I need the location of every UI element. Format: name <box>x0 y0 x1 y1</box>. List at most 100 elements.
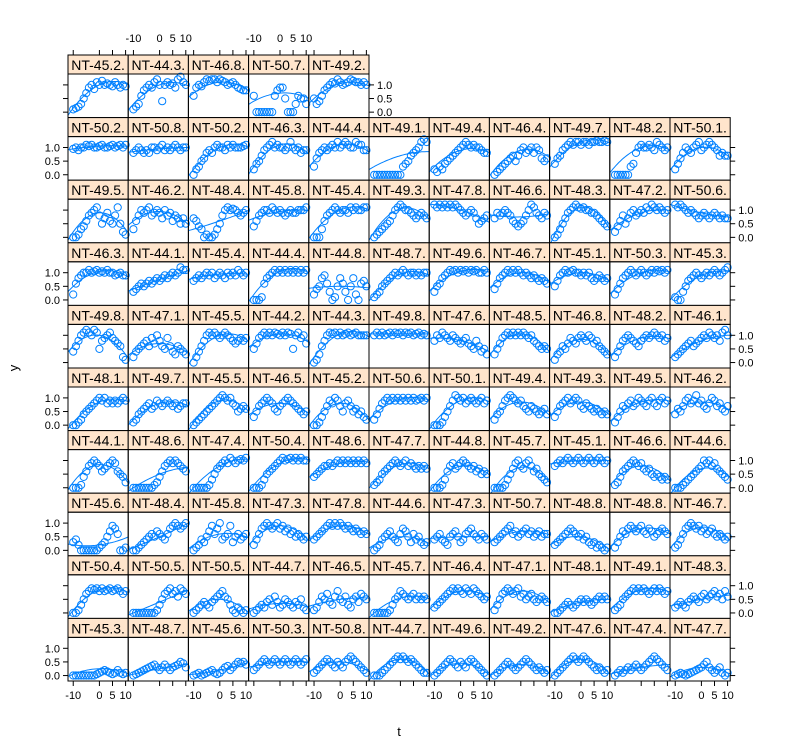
panel: NT-47.4. <box>187 430 251 494</box>
data-point <box>291 655 300 664</box>
data-point <box>713 666 722 675</box>
data-point <box>535 410 544 419</box>
data-point <box>270 91 279 100</box>
data-point <box>563 140 573 149</box>
data-point <box>576 402 586 411</box>
data-point <box>681 478 690 487</box>
data-point <box>406 592 415 601</box>
panel-label: NT-46.4. <box>432 558 486 574</box>
panel: NT-47.6. <box>549 617 612 682</box>
data-point <box>108 399 117 408</box>
data-point <box>226 271 235 280</box>
data-point <box>77 99 86 109</box>
data-point <box>553 407 562 416</box>
data-point <box>660 399 669 408</box>
data-point <box>155 276 164 285</box>
data-point <box>354 597 363 607</box>
data-point <box>697 333 706 343</box>
data-point <box>579 333 588 343</box>
data-point <box>299 410 308 419</box>
data-point <box>613 538 622 547</box>
panel: NT-46.2. <box>127 179 190 244</box>
data-point <box>480 668 489 677</box>
data-point <box>268 464 277 473</box>
data-point <box>194 668 203 677</box>
data-point <box>629 402 638 411</box>
panel-label: NT-45.8. <box>252 182 306 198</box>
panel-label: NT-48.2. <box>613 307 667 323</box>
data-point <box>281 211 290 220</box>
data-point <box>262 519 271 528</box>
data-point <box>218 666 227 675</box>
data-point <box>673 350 683 359</box>
data-point <box>129 608 138 618</box>
data-point <box>289 456 298 465</box>
panel: NT-49.6. <box>428 617 491 682</box>
data-point <box>163 396 172 405</box>
data-point <box>561 214 570 223</box>
data-point <box>312 603 321 612</box>
data-point <box>634 663 643 672</box>
data-point <box>215 268 224 277</box>
data-point <box>684 597 693 607</box>
data-point <box>537 532 546 541</box>
data-point <box>477 216 486 226</box>
data-point <box>315 663 324 672</box>
data-point <box>603 456 612 465</box>
data-point <box>535 663 544 672</box>
data-point <box>498 589 507 599</box>
data-point <box>349 527 358 536</box>
data-point <box>655 584 664 593</box>
data-point <box>194 222 203 231</box>
data-point <box>660 208 669 217</box>
data-point <box>480 344 489 353</box>
data-point <box>467 524 476 533</box>
data-point <box>207 331 217 340</box>
panel-label: NT-45.4. <box>312 182 366 198</box>
y-tick-label: 0.0 <box>45 295 60 307</box>
data-point <box>723 263 732 272</box>
data-point <box>438 328 447 337</box>
data-point <box>134 608 143 618</box>
data-point <box>574 333 583 343</box>
data-point <box>705 328 714 337</box>
data-point <box>597 410 607 419</box>
data-point <box>160 461 169 471</box>
data-point <box>121 82 130 91</box>
data-point <box>595 663 604 672</box>
data-point <box>228 268 237 277</box>
panel-label: NT-48.8. <box>553 495 607 511</box>
data-point <box>236 333 245 343</box>
data-point <box>241 140 251 149</box>
panel-frame <box>308 136 370 181</box>
data-point <box>610 418 620 427</box>
data-point <box>692 211 701 220</box>
data-point <box>218 271 227 280</box>
data-point <box>456 396 465 405</box>
data-point <box>103 331 112 340</box>
data-point <box>323 461 332 471</box>
data-point <box>286 660 295 669</box>
data-point <box>650 532 659 541</box>
data-point <box>506 521 515 530</box>
data-point <box>388 459 397 468</box>
data-point <box>82 216 91 226</box>
data-point <box>351 404 360 413</box>
data-point <box>710 208 719 217</box>
data-point <box>398 524 408 533</box>
data-point <box>519 589 528 599</box>
data-point <box>569 203 578 212</box>
data-point <box>351 328 360 337</box>
data-point <box>260 655 269 664</box>
y-tick-label: 0.5 <box>738 594 753 606</box>
data-point <box>519 328 528 337</box>
data-point <box>401 655 410 664</box>
data-point <box>286 265 295 275</box>
panel: NT-49.5. <box>67 179 130 244</box>
data-point <box>278 657 287 667</box>
panel: NT-44.4. <box>248 242 311 306</box>
panel-label: NT-46.2. <box>673 370 727 386</box>
panel: NT-47.8. <box>428 179 491 244</box>
panel-label: NT-45.3. <box>673 245 727 261</box>
data-point <box>584 597 594 607</box>
